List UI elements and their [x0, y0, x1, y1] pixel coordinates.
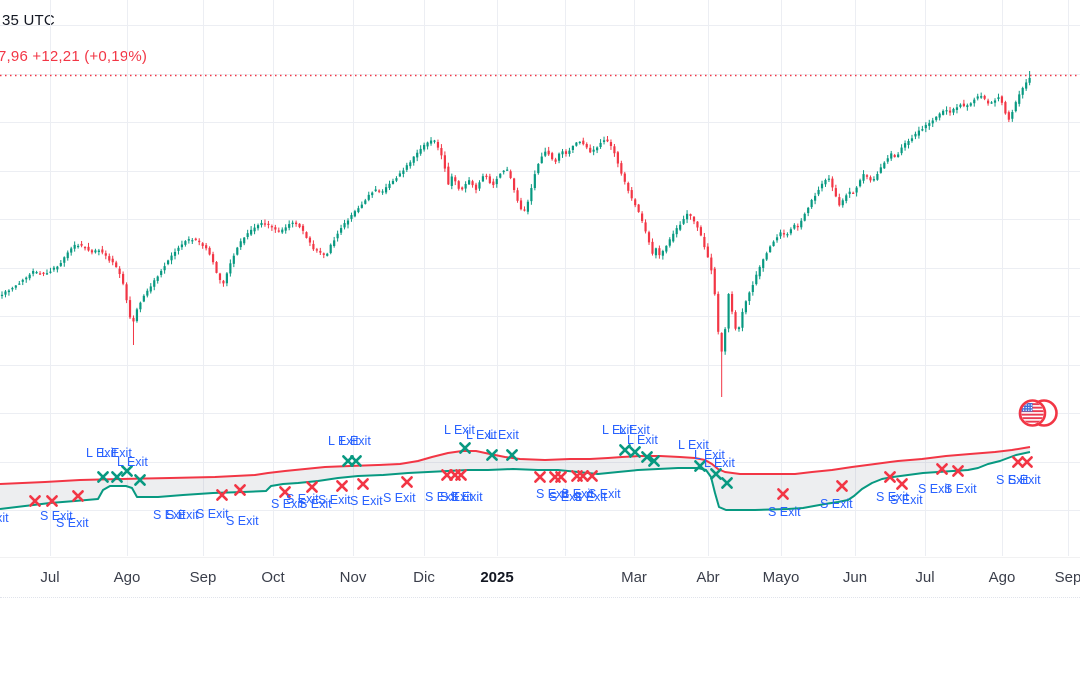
- time-axis[interactable]: Jul Ago Sep Oct Nov Dic 2025 Mar Abr Mayo Jun Jul Ag…: [0, 557, 1080, 598]
- indicator-band: [0, 446, 1031, 511]
- svg-text:S Exit: S Exit: [944, 482, 977, 496]
- svg-text:S Exit: S Exit: [56, 516, 89, 530]
- header-timestamp: 35 UTC: [2, 12, 55, 29]
- axis-month-label: Sep: [1054, 569, 1080, 586]
- us-flag-event-badge-icon[interactable]: [1018, 399, 1058, 427]
- signal-markers: [29, 442, 1033, 507]
- svg-text:L Exit: L Exit: [117, 455, 148, 469]
- svg-text:S Exit: S Exit: [450, 490, 483, 504]
- svg-text:L Exit: L Exit: [444, 423, 475, 437]
- svg-text:L Exit: L Exit: [627, 433, 658, 447]
- svg-text:S Exit: S Exit: [166, 508, 199, 522]
- svg-text:S Exit: S Exit: [536, 487, 569, 501]
- svg-text:S Exit: S Exit: [271, 497, 304, 511]
- svg-text:L Exit: L Exit: [694, 448, 725, 462]
- svg-text:S Exit: S Exit: [890, 493, 923, 507]
- svg-text:S Exit: S Exit: [196, 507, 229, 521]
- svg-text:S Exit: S Exit: [996, 473, 1029, 487]
- svg-text:L Exit: L Exit: [704, 456, 735, 470]
- axis-month-label: Dic: [413, 569, 435, 586]
- svg-text:S Exit: S Exit: [226, 514, 259, 528]
- svg-text:S Exit: S Exit: [549, 490, 582, 504]
- svg-text:S Exit: S Exit: [383, 491, 416, 505]
- axis-month-label: Ago: [113, 569, 141, 586]
- svg-text:S Exit: S Exit: [425, 490, 458, 504]
- svg-text:S Exit: S Exit: [440, 490, 473, 504]
- axis-month-label: Mar: [621, 569, 647, 586]
- axis-month-label: Oct: [261, 569, 285, 586]
- svg-text:S Exit: S Exit: [40, 509, 73, 523]
- axis-month-label: Jul: [915, 569, 935, 586]
- svg-text:L Exit: L Exit: [466, 428, 497, 442]
- axis-month-label: Nov: [339, 569, 367, 586]
- svg-text:S Exit: S Exit: [768, 505, 801, 519]
- svg-text:S Exit: S Exit: [561, 487, 594, 501]
- axis-month-label: 2025: [480, 569, 514, 586]
- axis-month-label: Jul: [40, 569, 60, 586]
- svg-text:L Exit: L Exit: [328, 434, 359, 448]
- header-price-change: 7,96 +12,21 (+0,19%): [0, 48, 148, 65]
- svg-text:L Exit: L Exit: [340, 434, 371, 448]
- svg-text:L Exit: L Exit: [678, 438, 709, 452]
- svg-text:S Exit: S Exit: [299, 497, 332, 511]
- svg-text:L Exit: L Exit: [101, 446, 132, 460]
- svg-text:L Exit: L Exit: [602, 423, 633, 437]
- svg-text:S Exit: S Exit: [820, 497, 853, 511]
- svg-text:L Exit: L Exit: [488, 428, 519, 442]
- axis-month-label: Abr: [696, 569, 720, 586]
- candlestick-series: [0, 71, 1031, 397]
- axis-month-label: Sep: [189, 569, 217, 586]
- svg-text:S Exit: S Exit: [1008, 473, 1041, 487]
- svg-text:L Exit: L Exit: [86, 446, 117, 460]
- axis-bottom-border: [0, 597, 1080, 598]
- svg-text:S Exit: S Exit: [350, 494, 383, 508]
- svg-text:S Exit: S Exit: [0, 511, 9, 525]
- axis-month-label: Ago: [988, 569, 1016, 586]
- svg-text:S Exit: S Exit: [153, 508, 186, 522]
- axis-month-label: Mayo: [762, 569, 800, 586]
- svg-text:S Exit: S Exit: [574, 490, 607, 504]
- svg-text:S Exit: S Exit: [918, 482, 951, 496]
- svg-text:L Exit: L Exit: [619, 423, 650, 437]
- svg-text:S Exit: S Exit: [588, 487, 621, 501]
- svg-text:S Exit: S Exit: [876, 490, 909, 504]
- svg-text:S Exit: S Exit: [286, 492, 319, 506]
- svg-text:S Exit: S Exit: [318, 493, 351, 507]
- axis-month-label: Jun: [842, 569, 868, 586]
- grid-lines: [0, 0, 1080, 556]
